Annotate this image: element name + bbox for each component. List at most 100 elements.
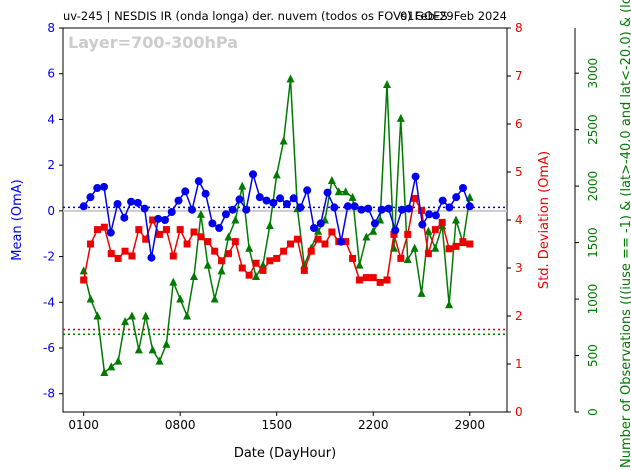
mean-point <box>431 211 440 220</box>
mean-point <box>418 220 427 229</box>
mean-point <box>391 226 400 235</box>
std-point <box>342 238 350 246</box>
std-point <box>411 194 419 202</box>
std-point <box>266 257 274 265</box>
std-point <box>314 235 322 243</box>
count-point <box>189 271 198 280</box>
std-point <box>424 250 432 258</box>
mean-point <box>127 197 136 206</box>
count-point <box>231 215 240 224</box>
mean-point <box>370 219 379 228</box>
chart-date-range: 01Feb-29Feb 2024 <box>400 9 507 23</box>
std-point <box>128 252 136 260</box>
mean-point <box>309 224 318 232</box>
x-tick-label: 1500 <box>261 418 292 432</box>
std-point <box>376 278 384 286</box>
std-point <box>307 247 315 255</box>
mean-point <box>201 189 210 198</box>
series-layer <box>79 74 474 376</box>
y-left-tick-label: 2 <box>47 158 55 172</box>
y-left-tick-label: 0 <box>47 204 55 218</box>
mean-point <box>411 172 420 181</box>
mean-point <box>343 202 352 211</box>
count-point <box>176 294 185 303</box>
count-point <box>245 243 254 252</box>
count-point <box>155 356 164 365</box>
mean-point <box>377 205 386 214</box>
std-point <box>238 264 246 272</box>
std-point <box>452 242 460 250</box>
count-point <box>252 271 261 280</box>
series-line-triangle <box>82 78 471 374</box>
std-point <box>197 233 205 241</box>
mean-point <box>86 193 95 202</box>
std-point <box>355 276 363 284</box>
count-point <box>93 311 102 320</box>
mean-point <box>160 216 169 224</box>
count-point <box>121 317 130 326</box>
std-point <box>114 254 122 262</box>
count-point <box>355 260 364 269</box>
std-point <box>321 240 329 248</box>
y-right-tick-label: 8 <box>515 21 523 35</box>
std-point <box>418 206 426 214</box>
std-point <box>218 257 226 265</box>
y-right-tick-label: 0 <box>515 405 523 419</box>
count-point <box>217 266 226 275</box>
x-tick-label: 2900 <box>454 418 485 432</box>
mean-point <box>181 187 190 196</box>
y-far-tick-label: 1500 <box>586 227 600 258</box>
mean-point <box>289 194 298 203</box>
mean-point <box>357 205 366 214</box>
mean-point <box>337 237 346 246</box>
mean-point <box>188 205 197 214</box>
y-left-tick-label: -2 <box>43 250 55 264</box>
mean-point <box>120 213 129 222</box>
count-point <box>396 113 405 122</box>
std-point <box>293 235 301 243</box>
std-point <box>80 276 88 284</box>
axes-layer: 0100 0800 1500 2200 2900 -8 -6 -4 -2 0 2 4 6 8 0 1 2 3 4 5 6… <box>43 21 600 432</box>
std-point <box>259 266 267 274</box>
mean-point <box>93 184 102 192</box>
y-left-axis-label: Mean (OmA) <box>10 179 25 261</box>
std-point <box>107 250 115 258</box>
count-point <box>183 311 192 320</box>
y-left-tick-label: 4 <box>47 112 55 126</box>
count-point <box>383 79 392 88</box>
count-point <box>417 288 426 297</box>
count-point <box>403 255 412 264</box>
count-point <box>334 187 343 196</box>
count-point <box>314 226 323 235</box>
mean-point <box>167 208 176 216</box>
std-point <box>362 274 370 282</box>
y-right-tick-label: 6 <box>515 117 523 131</box>
mean-point <box>106 228 115 237</box>
std-point <box>176 226 184 234</box>
count-point <box>100 367 109 376</box>
std-point <box>404 230 412 238</box>
y-right-tick-label: 3 <box>515 261 523 275</box>
std-point <box>93 226 101 234</box>
mean-point <box>147 253 156 262</box>
mean-point <box>221 210 230 219</box>
std-point <box>252 259 260 267</box>
mean-point <box>262 196 271 205</box>
count-point <box>141 311 150 320</box>
count-point <box>203 260 212 269</box>
y-left-tick-label: 8 <box>47 21 55 35</box>
count-point <box>286 74 295 83</box>
y-left-tick-label: -8 <box>43 387 55 401</box>
mean-point <box>452 193 461 202</box>
std-point <box>142 235 150 243</box>
std-point <box>156 230 164 238</box>
std-point <box>273 254 281 262</box>
count-point <box>169 277 178 286</box>
mean-point <box>458 184 467 192</box>
mean-point <box>282 200 291 208</box>
y-right-tick-label: 4 <box>515 213 523 227</box>
mean-point <box>384 204 393 213</box>
std-point <box>431 226 439 234</box>
count-point <box>362 232 371 241</box>
